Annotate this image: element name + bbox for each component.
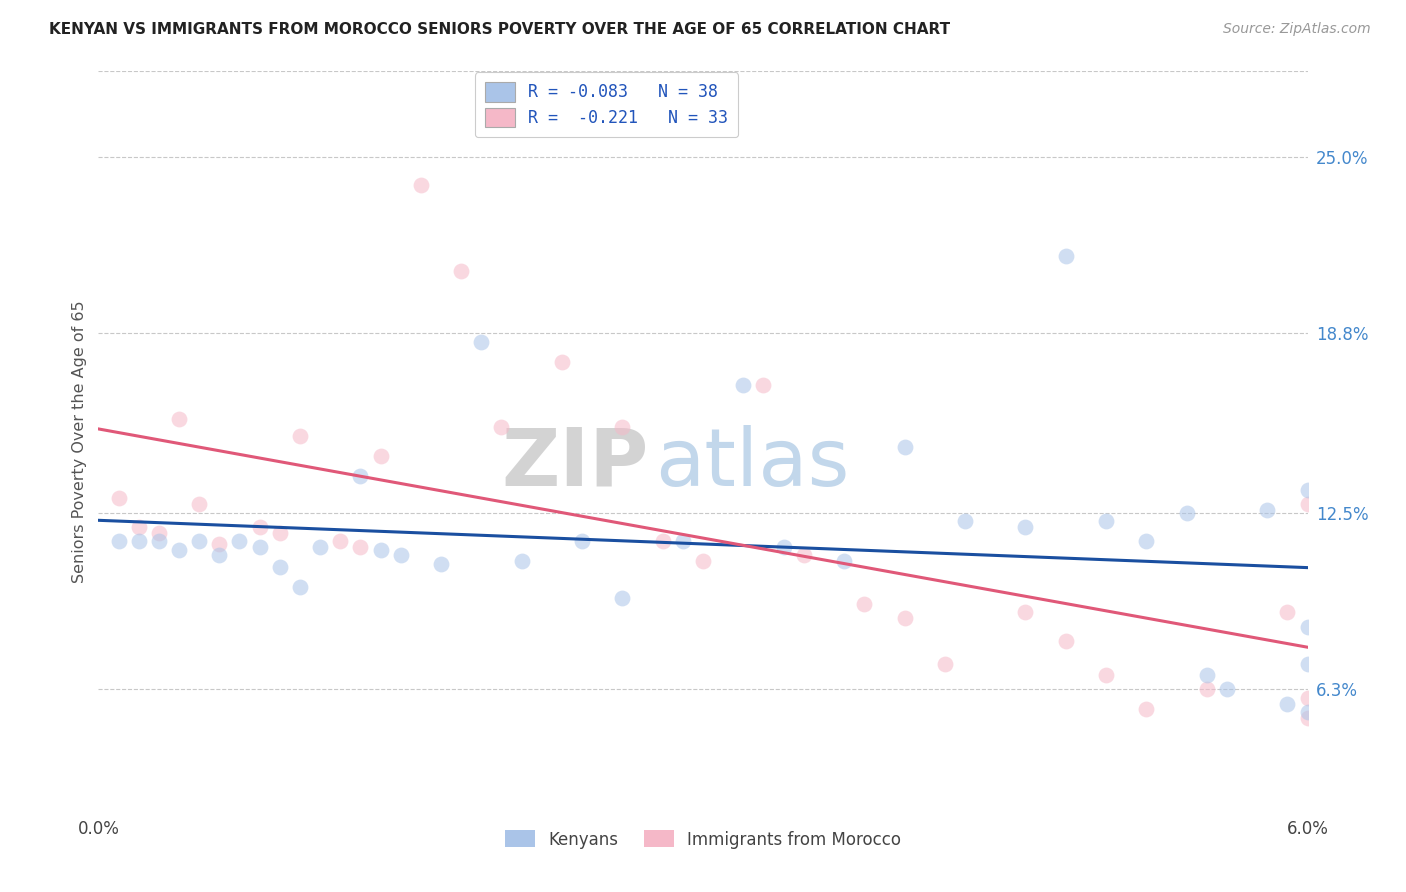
Point	[167, 542, 190, 557]
Point	[551, 355, 574, 369]
Point	[228, 534, 250, 549]
Point	[288, 580, 311, 594]
Point	[128, 520, 150, 534]
Point	[430, 557, 453, 571]
Point	[1095, 668, 1118, 682]
Point	[953, 514, 976, 528]
Point	[107, 534, 129, 549]
Text: ZIP: ZIP	[502, 425, 648, 503]
Point	[409, 178, 432, 193]
Point	[491, 420, 513, 434]
Point	[1216, 682, 1239, 697]
Y-axis label: Seniors Poverty Over the Age of 65: Seniors Poverty Over the Age of 65	[72, 301, 87, 582]
Point	[208, 537, 231, 551]
Point	[1054, 250, 1077, 264]
Point	[793, 549, 815, 563]
Point	[1296, 711, 1319, 725]
Point	[893, 440, 915, 454]
Point	[188, 534, 211, 549]
Point	[1135, 702, 1157, 716]
Point	[1195, 682, 1218, 697]
Point	[167, 411, 190, 425]
Point	[148, 525, 170, 540]
Point	[1095, 514, 1118, 528]
Point	[1296, 705, 1319, 719]
Point	[1014, 606, 1036, 620]
Point	[1277, 697, 1299, 711]
Point	[370, 542, 392, 557]
Point	[510, 554, 533, 568]
Point	[893, 611, 915, 625]
Point	[470, 334, 492, 349]
Point	[249, 520, 271, 534]
Point	[389, 549, 412, 563]
Point	[672, 534, 695, 549]
Point	[370, 449, 392, 463]
Point	[128, 534, 150, 549]
Point	[571, 534, 593, 549]
Point	[752, 377, 775, 392]
Point	[612, 420, 634, 434]
Point	[1175, 506, 1198, 520]
Point	[329, 534, 352, 549]
Point	[450, 263, 472, 277]
Point	[148, 534, 170, 549]
Point	[1195, 668, 1218, 682]
Point	[1296, 483, 1319, 497]
Legend: Kenyans, Immigrants from Morocco: Kenyans, Immigrants from Morocco	[499, 823, 907, 855]
Point	[772, 540, 794, 554]
Point	[269, 525, 291, 540]
Point	[288, 429, 311, 443]
Point	[1296, 657, 1319, 671]
Point	[269, 559, 291, 574]
Point	[853, 597, 876, 611]
Point	[1296, 619, 1319, 633]
Point	[349, 540, 371, 554]
Point	[1296, 690, 1319, 705]
Point	[1296, 497, 1319, 511]
Point	[107, 491, 129, 506]
Point	[612, 591, 634, 606]
Point	[1277, 606, 1299, 620]
Point	[832, 554, 855, 568]
Point	[1014, 520, 1036, 534]
Point	[733, 377, 755, 392]
Point	[309, 540, 332, 554]
Point	[1054, 633, 1077, 648]
Point	[249, 540, 271, 554]
Text: KENYAN VS IMMIGRANTS FROM MOROCCO SENIORS POVERTY OVER THE AGE OF 65 CORRELATION: KENYAN VS IMMIGRANTS FROM MOROCCO SENIOR…	[49, 22, 950, 37]
Point	[651, 534, 673, 549]
Point	[188, 497, 211, 511]
Point	[1135, 534, 1157, 549]
Point	[208, 549, 231, 563]
Point	[349, 468, 371, 483]
Text: atlas: atlas	[655, 425, 849, 503]
Text: Source: ZipAtlas.com: Source: ZipAtlas.com	[1223, 22, 1371, 37]
Point	[692, 554, 714, 568]
Point	[1256, 503, 1278, 517]
Point	[934, 657, 956, 671]
